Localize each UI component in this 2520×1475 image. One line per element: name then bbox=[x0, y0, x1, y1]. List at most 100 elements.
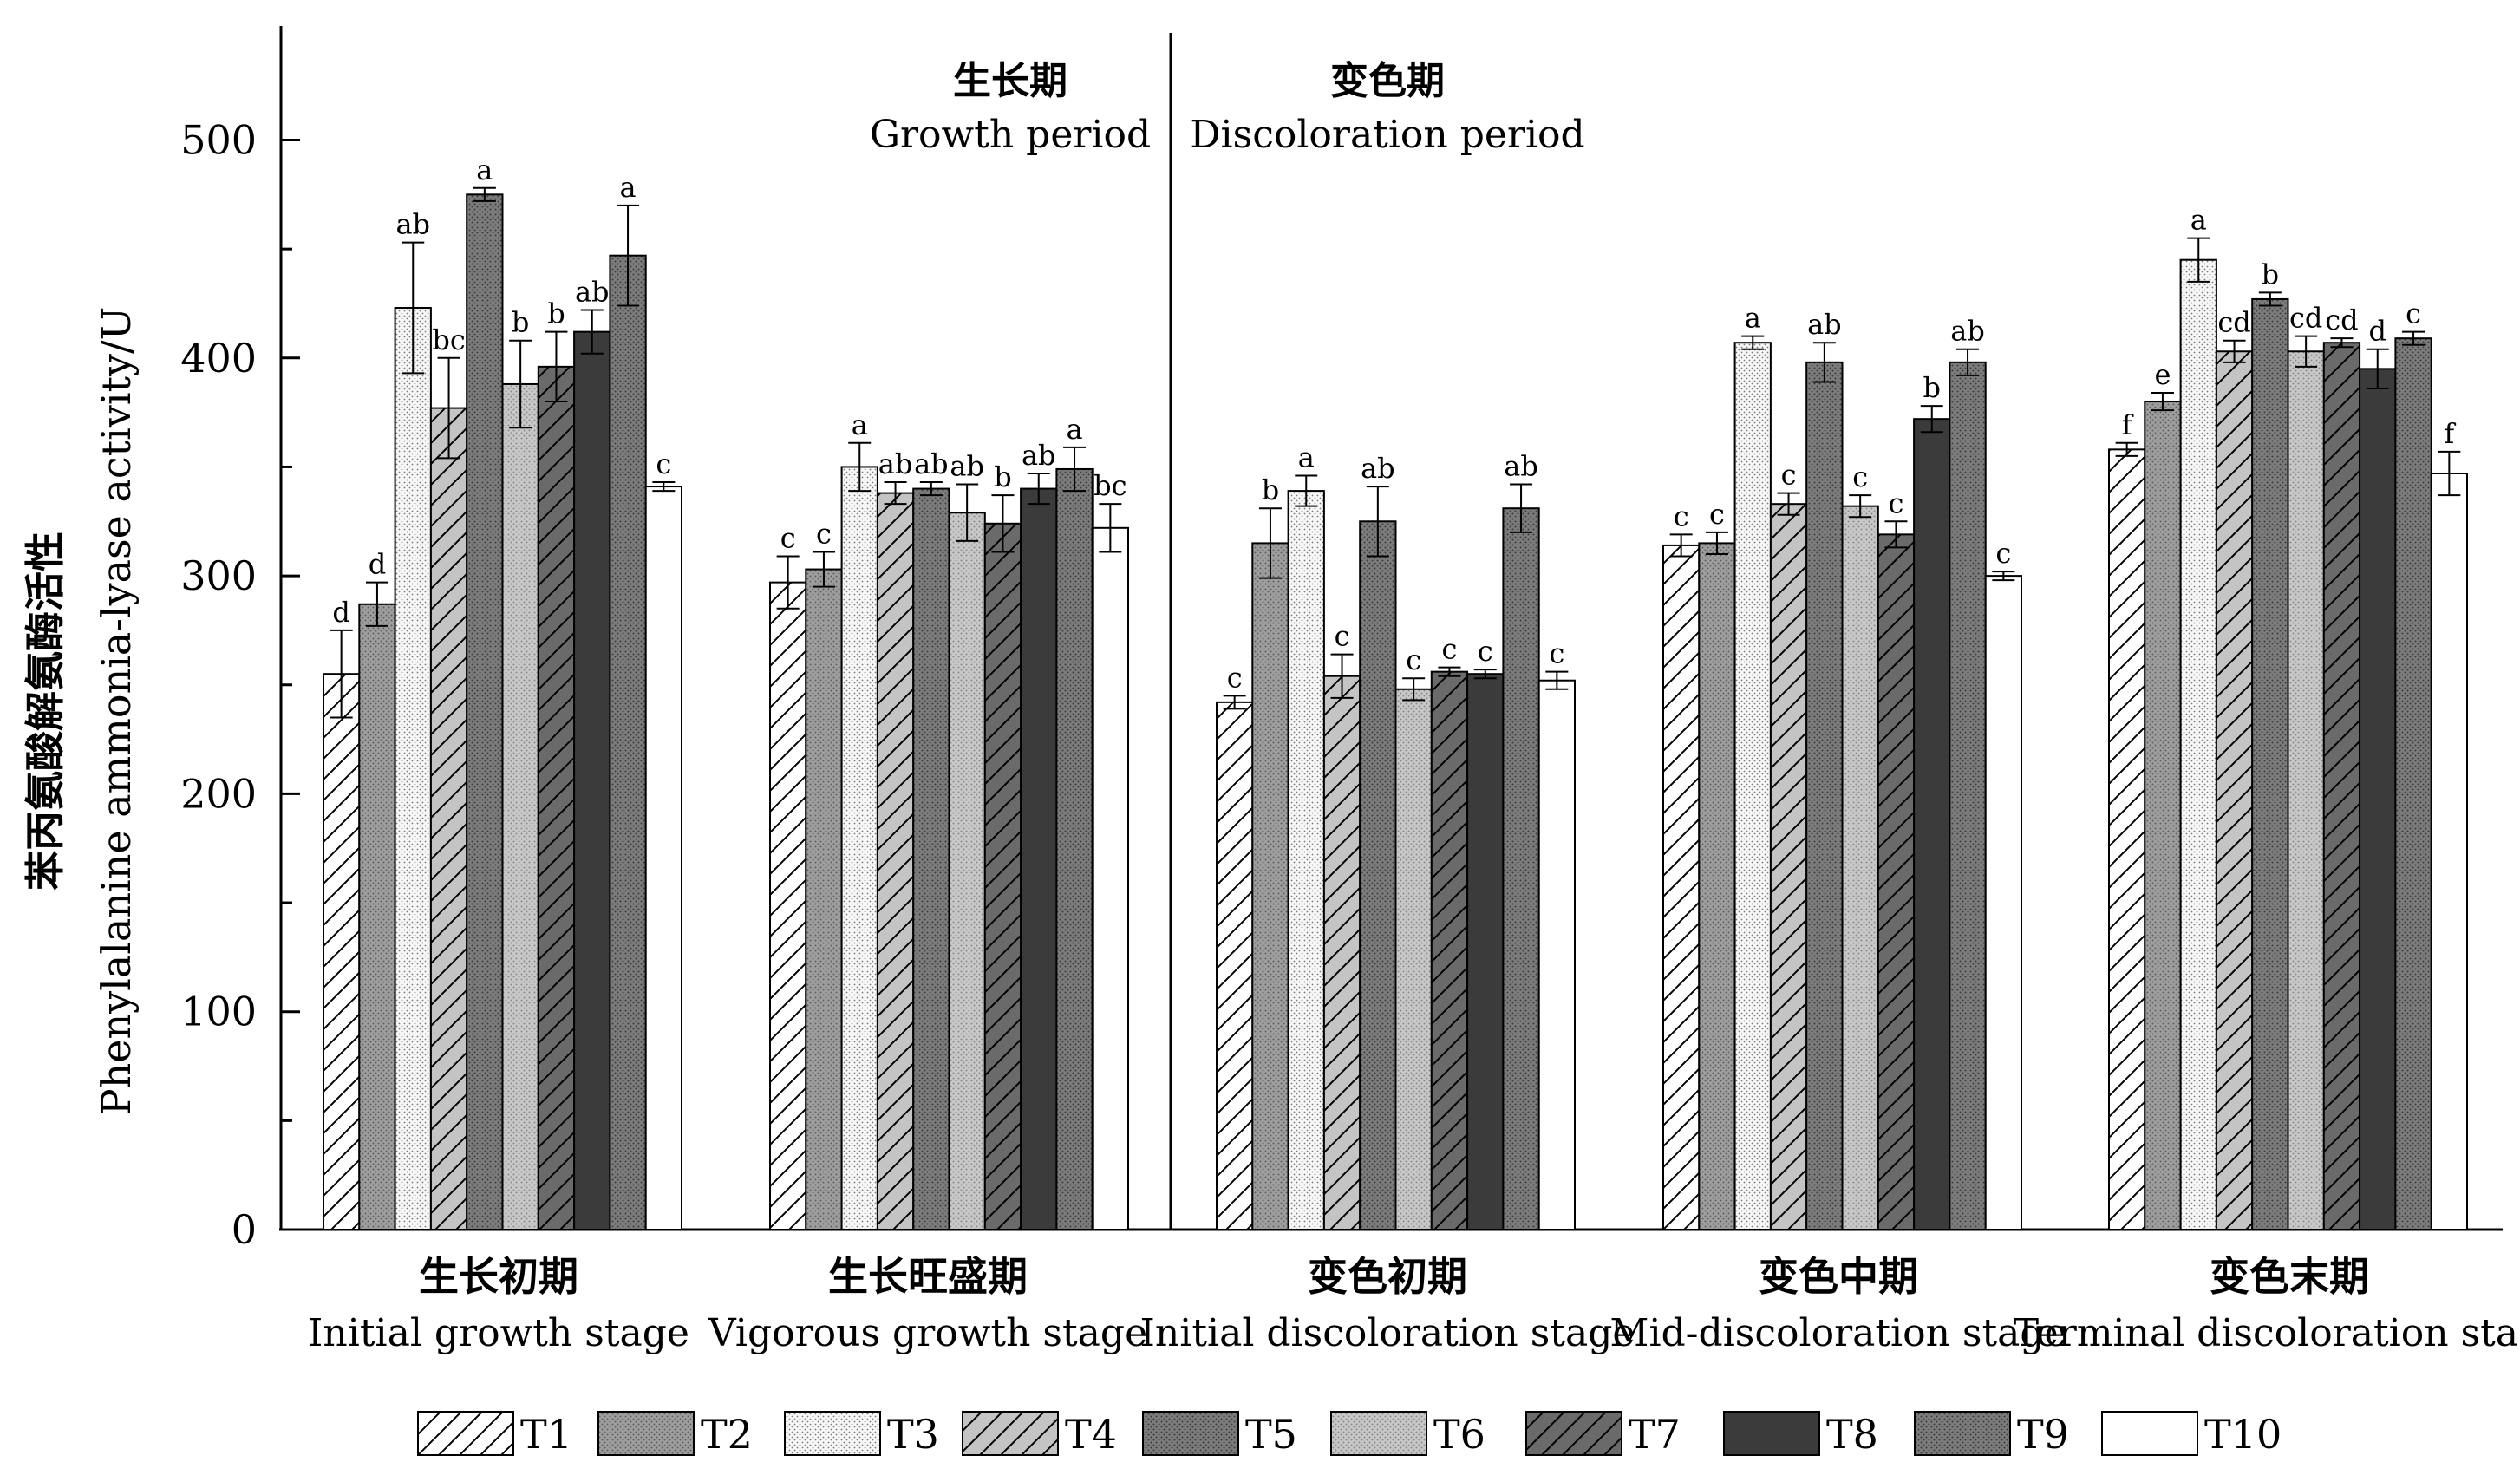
significance-letter: a bbox=[476, 153, 493, 186]
x-category-label-en: Vigorous growth stage bbox=[708, 1311, 1147, 1355]
significance-letter: c bbox=[1406, 643, 1421, 676]
bar-t2-1 bbox=[358, 603, 396, 1230]
x-category-label-en: Initial growth stage bbox=[308, 1311, 689, 1355]
x-category-label-en: Mid-discoloration stage bbox=[1609, 1311, 2066, 1355]
significance-letter: ab bbox=[1361, 452, 1395, 485]
significance-letter: d bbox=[369, 548, 386, 581]
y-tick-label: 300 bbox=[180, 552, 257, 599]
bar-t2-3 bbox=[1251, 542, 1289, 1230]
significance-letter: a bbox=[1745, 302, 1761, 335]
significance-letter: b bbox=[1262, 473, 1279, 506]
y-axis-title-cn: 苯丙氨酸解氨酶活性 bbox=[22, 532, 69, 891]
legend-label-t3: T3 bbox=[887, 1411, 939, 1458]
significance-letter: ab bbox=[395, 208, 430, 241]
significance-letter: b bbox=[512, 306, 529, 339]
bar-t7-1 bbox=[537, 365, 576, 1230]
bar-t10-1 bbox=[644, 486, 683, 1230]
legend-swatch-t1 bbox=[417, 1411, 514, 1456]
legend-label-t7: T7 bbox=[1629, 1411, 1681, 1458]
bar-t5-2 bbox=[912, 487, 950, 1230]
significance-letter: d bbox=[332, 596, 349, 629]
significance-letter: a bbox=[620, 171, 637, 204]
bar-t1-5 bbox=[2108, 448, 2146, 1230]
bar-t10-2 bbox=[1091, 526, 1129, 1230]
y-tick-label: 100 bbox=[180, 989, 257, 1035]
significance-letter: f bbox=[2122, 408, 2134, 441]
bar-t6-5 bbox=[2287, 350, 2325, 1230]
legend-label-t4: T4 bbox=[1065, 1411, 1117, 1458]
bar-t8-2 bbox=[1020, 487, 1058, 1230]
y-tick-label: 200 bbox=[180, 770, 257, 817]
x-category-label-cn: 生长旺盛期 bbox=[828, 1253, 1028, 1300]
bar-t9-3 bbox=[1502, 507, 1540, 1230]
significance-letter: c bbox=[1478, 635, 1493, 668]
significance-letter: cd bbox=[2325, 303, 2358, 336]
significance-letter: c bbox=[1674, 499, 1689, 532]
significance-letter: ab bbox=[950, 450, 984, 483]
bar-t10-3 bbox=[1537, 679, 1576, 1230]
bar-t10-4 bbox=[1984, 575, 2022, 1230]
significance-letter: e bbox=[2154, 358, 2171, 391]
bar-t1-4 bbox=[1662, 544, 1701, 1230]
legend-label-t1: T1 bbox=[520, 1411, 572, 1458]
x-category-label-cn: 变色末期 bbox=[2210, 1253, 2369, 1300]
significance-letter: a bbox=[1298, 441, 1315, 474]
significance-letter: ab bbox=[878, 447, 913, 480]
significance-letter: b bbox=[2262, 258, 2279, 290]
bar-t3-5 bbox=[2179, 258, 2217, 1231]
bar-t7-2 bbox=[983, 522, 1022, 1230]
significance-letter: a bbox=[852, 408, 868, 441]
bar-t1-1 bbox=[323, 673, 361, 1230]
bar-t8-5 bbox=[2359, 368, 2397, 1230]
bar-t3-1 bbox=[394, 307, 432, 1231]
legend-label-t9: T9 bbox=[2017, 1411, 2069, 1458]
significance-letter: c bbox=[656, 447, 671, 480]
bar-t5-5 bbox=[2251, 297, 2289, 1231]
legend-swatch-t6 bbox=[1330, 1411, 1427, 1456]
y-tick-label: 0 bbox=[232, 1206, 257, 1253]
significance-letter: ab bbox=[1807, 308, 1842, 341]
period-label-discoloration-cn: 变色期 bbox=[1330, 59, 1445, 103]
significance-letter: c bbox=[780, 521, 796, 554]
legend-label-t6: T6 bbox=[1433, 1411, 1485, 1458]
bar-t2-4 bbox=[1698, 542, 1736, 1230]
legend-label-t5: T5 bbox=[1245, 1411, 1297, 1458]
bar-t7-3 bbox=[1430, 670, 1469, 1230]
significance-letter: b bbox=[1923, 371, 1941, 404]
significance-letter: ab bbox=[1950, 315, 1985, 348]
significance-letter: bc bbox=[1094, 469, 1126, 502]
x-category-label-en: Terminal discoloration stage bbox=[2014, 1311, 2520, 1355]
bar-t4-4 bbox=[1769, 503, 1808, 1230]
bar-t6-3 bbox=[1394, 688, 1433, 1230]
bar-t5-1 bbox=[466, 193, 504, 1231]
bar-t2-5 bbox=[2144, 401, 2182, 1230]
significance-letter: bc bbox=[432, 323, 465, 356]
significance-letter: b bbox=[547, 297, 565, 330]
x-category-label-cn: 生长初期 bbox=[419, 1253, 578, 1300]
bar-t4-1 bbox=[429, 407, 468, 1230]
bar-t4-3 bbox=[1322, 675, 1361, 1230]
x-category-label-cn: 变色初期 bbox=[1308, 1253, 1467, 1300]
significance-letter: c bbox=[816, 517, 832, 550]
significance-letter: ab bbox=[914, 447, 949, 480]
legend-label-t8: T8 bbox=[1826, 1411, 1878, 1458]
bar-t3-2 bbox=[840, 466, 878, 1230]
bar-t1-2 bbox=[769, 581, 807, 1230]
bar-t7-5 bbox=[2322, 342, 2361, 1231]
significance-letter: f bbox=[2444, 417, 2456, 450]
y-axis-title-en: Phenylalanine ammonia-lyase activity/U bbox=[93, 307, 140, 1116]
significance-letter: c bbox=[1781, 459, 1797, 492]
bar-t8-4 bbox=[1913, 418, 1951, 1230]
y-tick-label: 500 bbox=[180, 117, 257, 164]
legend-swatch-t9 bbox=[1914, 1411, 2011, 1456]
significance-letter: ab bbox=[1022, 439, 1056, 472]
legend-label-t10: T10 bbox=[2204, 1411, 2282, 1458]
bar-t9-1 bbox=[609, 254, 647, 1231]
legend-swatch-t8 bbox=[1723, 1411, 1820, 1456]
legend: T1 T2 T3 T4 T5 T6 T7 T8 T9 T10 bbox=[417, 1411, 2282, 1458]
bar-t8-1 bbox=[573, 330, 611, 1230]
x-category-labels: 生长初期 Initial growth stage 生长旺盛期 Vigorous gr… bbox=[308, 1253, 2520, 1355]
significance-letter: d bbox=[2369, 315, 2386, 348]
significance-letter: ab bbox=[1504, 450, 1538, 483]
